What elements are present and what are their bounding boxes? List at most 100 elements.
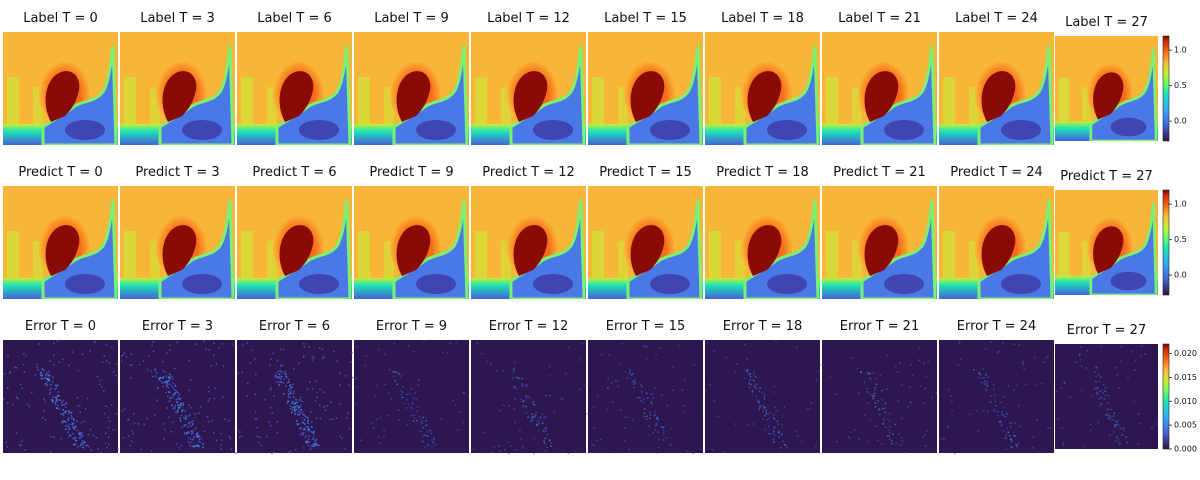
- error-speckle: [56, 385, 58, 387]
- error-speckle: [545, 394, 547, 397]
- error-speckle: [415, 398, 417, 400]
- error-speckle: [1105, 394, 1107, 397]
- error-speckle: [909, 386, 911, 388]
- error-speckle: [767, 425, 770, 427]
- heatmap-image: [120, 186, 235, 299]
- error-speckle: [422, 434, 424, 437]
- error-speckle: [55, 401, 57, 403]
- error-speckle: [800, 440, 803, 443]
- error-speckle: [54, 396, 56, 398]
- error-speckle: [307, 428, 310, 431]
- error-speckle: [754, 376, 757, 378]
- error-speckle: [882, 422, 885, 425]
- error-speckle: [645, 415, 648, 417]
- error-speckle: [107, 436, 110, 439]
- error-speckle: [9, 372, 11, 374]
- error-speckle: [1095, 381, 1097, 383]
- error-speckle: [67, 418, 69, 420]
- error-speckle: [310, 448, 312, 451]
- error-speckle: [192, 420, 194, 422]
- error-speckle: [654, 387, 657, 389]
- error-speckle: [1099, 376, 1102, 378]
- error-speckle: [1106, 408, 1108, 411]
- error-speckle: [171, 378, 174, 380]
- heatmap-image: [354, 32, 469, 145]
- error-speckle: [1113, 424, 1116, 426]
- error-speckle: [407, 345, 410, 347]
- error-speckle: [910, 363, 913, 366]
- error-speckle: [127, 435, 130, 437]
- error-speckle: [765, 410, 768, 412]
- error-speckle: [72, 418, 75, 420]
- error-speckle: [300, 409, 302, 411]
- error-speckle: [70, 414, 73, 417]
- error-speckle: [46, 372, 48, 374]
- error-speckle: [256, 426, 259, 429]
- panel-title: Error T = 21: [840, 319, 919, 334]
- error-speckle: [1013, 434, 1015, 437]
- error-speckle: [199, 406, 202, 408]
- error-speckle: [410, 388, 412, 390]
- error-speckle: [701, 407, 704, 409]
- error-speckle: [98, 383, 101, 386]
- error-speckle: [544, 450, 547, 452]
- error-speckle: [190, 378, 192, 381]
- error-speckle: [6, 402, 9, 404]
- error-speckle: [177, 411, 179, 413]
- error-speckle: [1015, 444, 1018, 446]
- error-speckle: [773, 414, 775, 416]
- error-speckle: [271, 412, 273, 414]
- error-speckle: [872, 394, 874, 396]
- error-speckle: [311, 359, 314, 361]
- error-speckle: [79, 431, 81, 434]
- error-speckle: [280, 375, 283, 378]
- error-speckle: [1085, 367, 1087, 369]
- error-speckle: [296, 423, 299, 425]
- error-speckle: [525, 396, 527, 399]
- error-speckle: [101, 361, 104, 363]
- error-speckle: [48, 375, 50, 377]
- error-speckle: [946, 425, 949, 428]
- error-speckle: [68, 428, 70, 431]
- error-speckle: [120, 360, 123, 363]
- error-speckle: [176, 341, 178, 344]
- error-speckle: [666, 404, 668, 407]
- error-speckle: [424, 446, 426, 448]
- error-speckle: [246, 395, 249, 398]
- error-speckle: [398, 419, 400, 421]
- error-speckle: [92, 435, 95, 437]
- error-speckle: [7, 387, 9, 389]
- error-speckle: [99, 379, 102, 382]
- error-speckle: [641, 401, 644, 403]
- error-speckle: [419, 415, 421, 418]
- error-speckle: [54, 388, 56, 390]
- error-speckle: [520, 438, 522, 440]
- error-speckle: [521, 377, 523, 380]
- error-speckle: [886, 354, 889, 357]
- error-speckle: [172, 386, 174, 389]
- error-speckle: [161, 382, 164, 384]
- error-speckle: [312, 433, 315, 436]
- error-speckle: [983, 410, 985, 412]
- error-speckle: [154, 414, 156, 416]
- error-speckle: [311, 356, 314, 358]
- error-speckle: [977, 430, 980, 432]
- error-speckle: [1100, 345, 1102, 348]
- error-speckle: [163, 381, 165, 384]
- error-speckle: [513, 368, 515, 370]
- error-speckle: [990, 341, 992, 343]
- error-speckle: [881, 399, 883, 401]
- error-speckle: [200, 437, 203, 440]
- error-speckle: [36, 363, 38, 366]
- error-speckle: [997, 410, 999, 413]
- error-speckle: [164, 429, 166, 431]
- error-speckle: [762, 410, 765, 412]
- error-speckle: [41, 417, 44, 419]
- error-speckle: [522, 405, 525, 408]
- error-speckle: [314, 443, 316, 445]
- error-speckle: [203, 340, 205, 342]
- error-speckle: [281, 364, 284, 366]
- error-speckle: [53, 342, 55, 345]
- error-speckle: [628, 372, 630, 375]
- error-speckle: [272, 352, 274, 355]
